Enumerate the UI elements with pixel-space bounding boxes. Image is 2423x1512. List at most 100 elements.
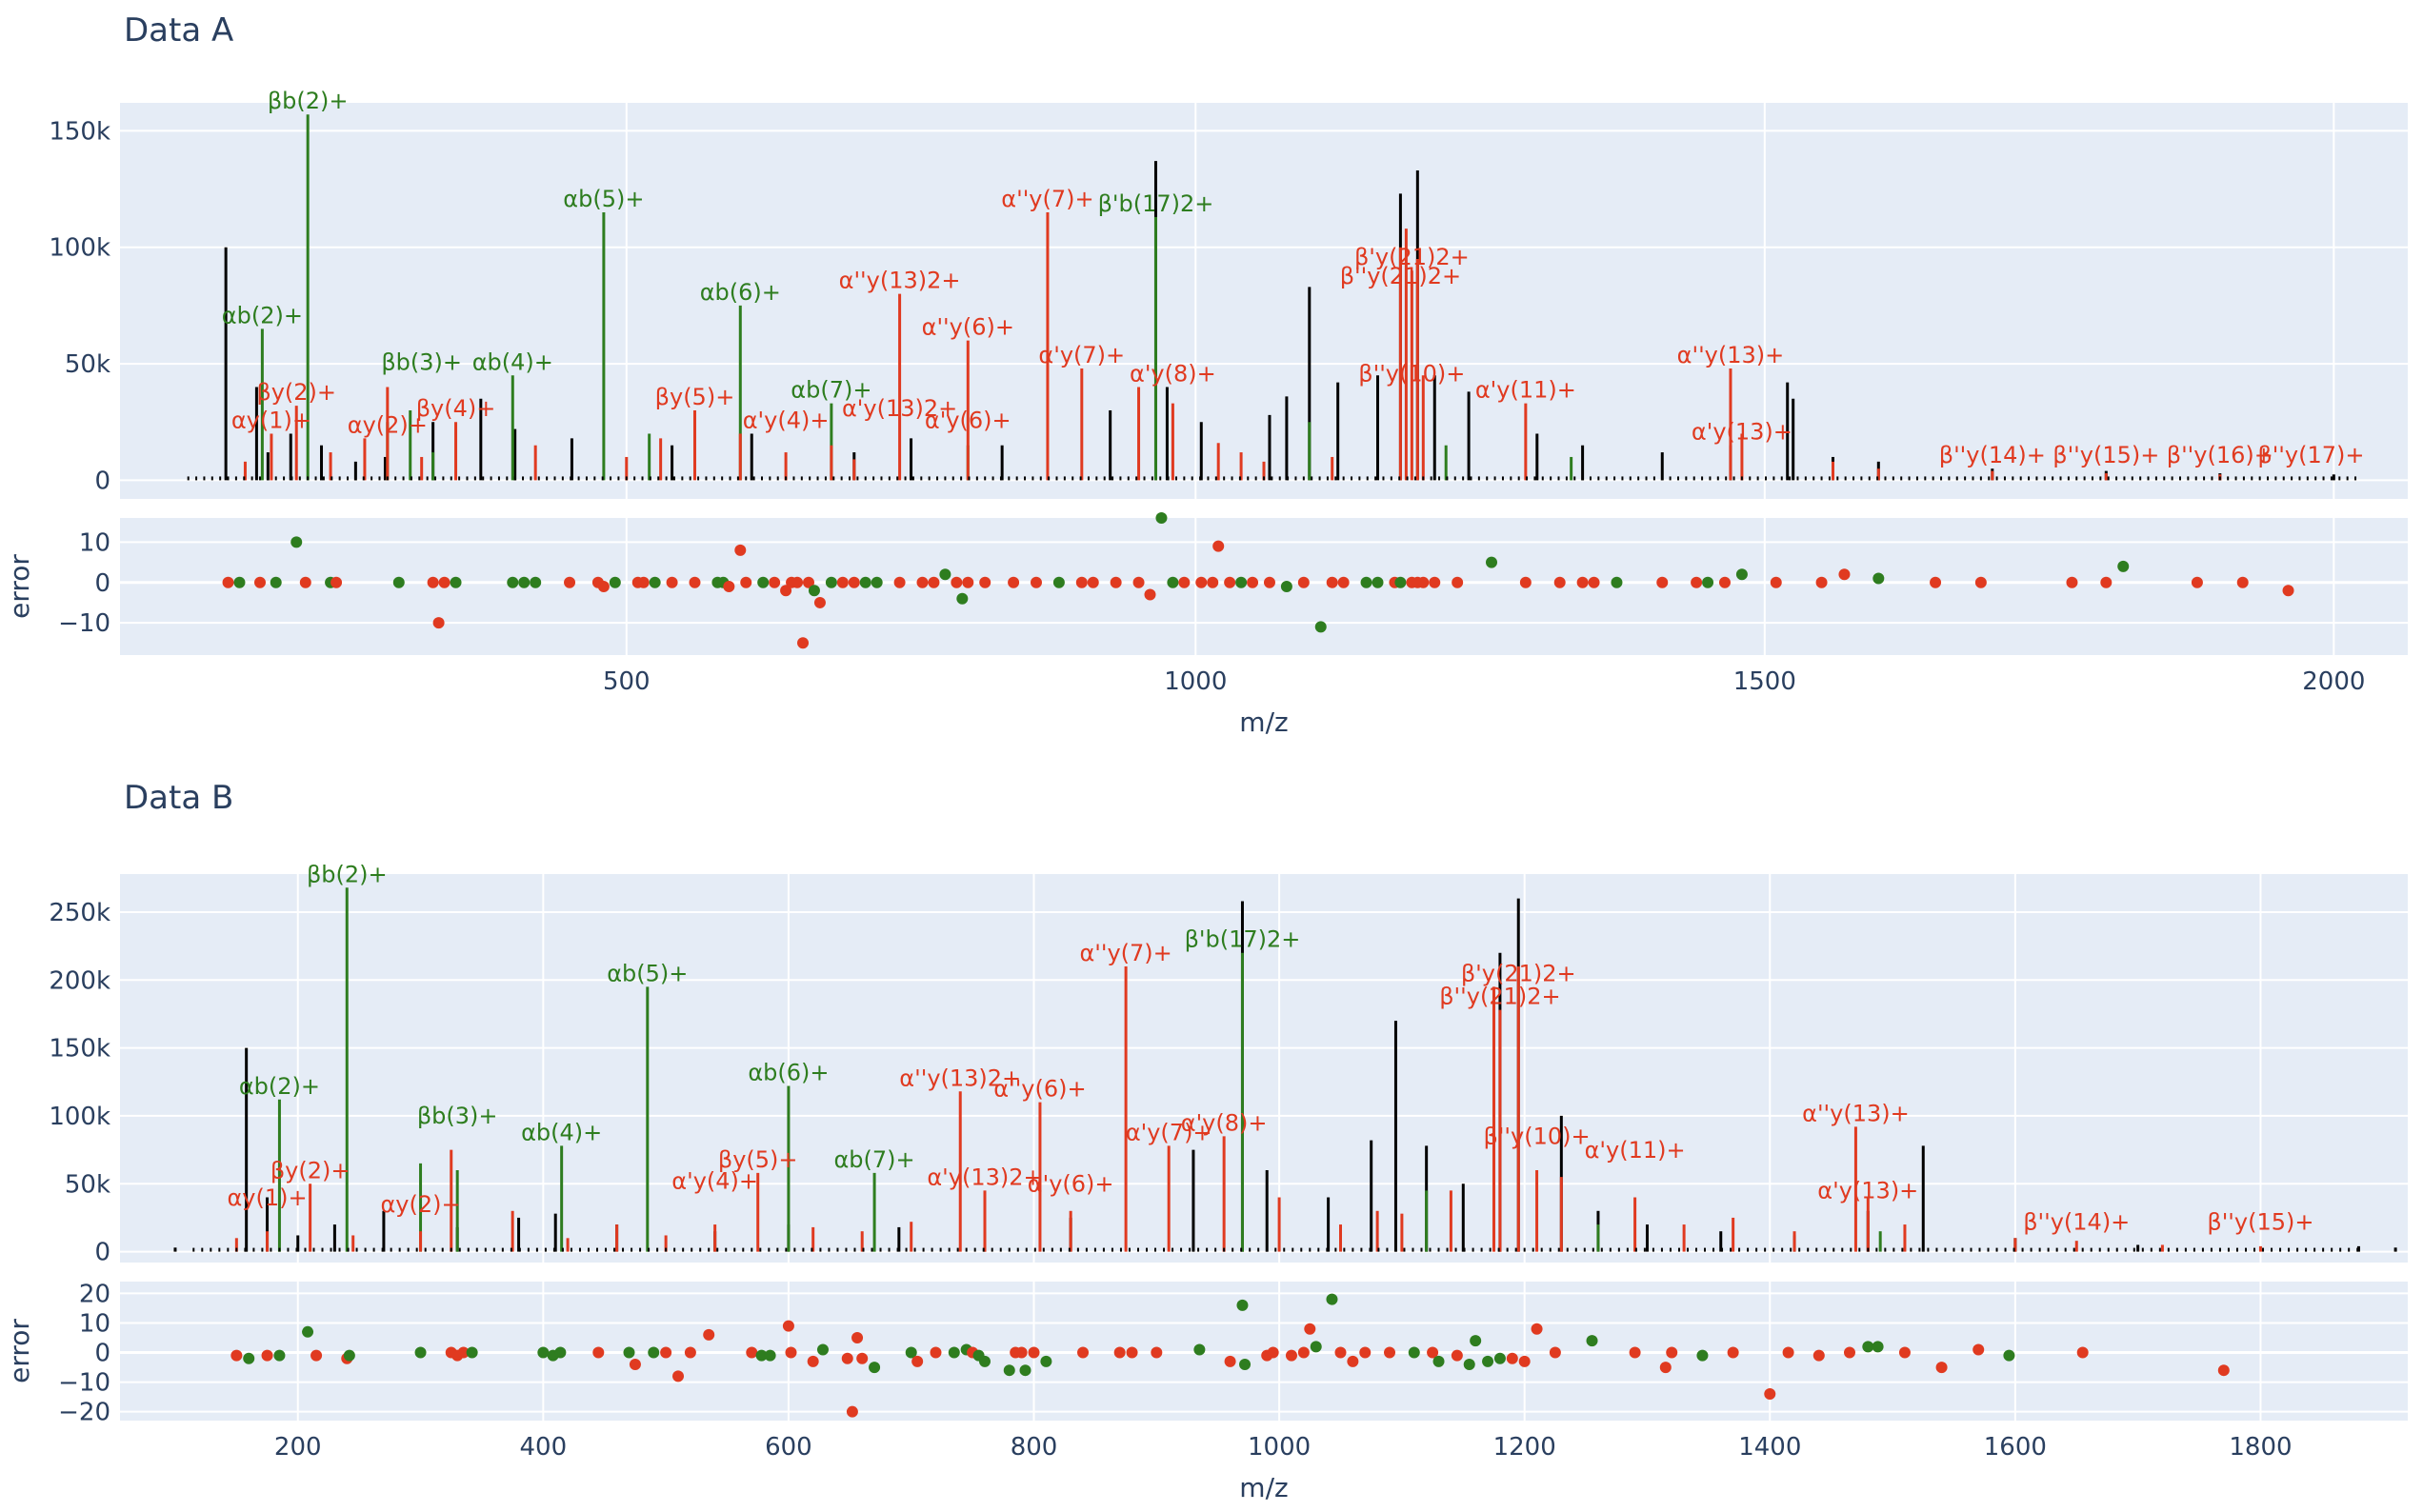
fragment-annotation: β''y(15)+ [2207,1208,2313,1235]
y-tick-label: 150k [49,1035,110,1064]
error-point [518,576,531,588]
y-tick-label: 100k [49,1103,110,1131]
error-point [1452,576,1464,588]
error-point [1815,576,1828,588]
error-point [1531,1323,1543,1335]
fragment-annotation: βb(2)+ [268,88,349,114]
error-point [1493,1352,1506,1364]
error-point [734,544,747,556]
error-point [846,1405,858,1418]
error-point [948,1346,960,1359]
x-tick-label: 1400 [1738,1433,1801,1462]
error-point [764,1349,776,1362]
error-point [537,1346,550,1359]
error-point [1144,588,1156,601]
error-point [290,536,303,548]
error-point [672,1370,685,1383]
x-tick-label: 1200 [1493,1433,1556,1462]
error-point [1008,576,1020,588]
fragment-annotation: β'y(21)2+ [1354,244,1470,270]
error-point [1110,576,1122,588]
error-point [928,576,940,588]
error-point [330,576,343,588]
error-point [978,1355,991,1367]
error-point [1862,1341,1874,1353]
error-point [1334,1346,1347,1359]
error-point [859,576,871,588]
fragment-annotation: αb(5)+ [607,960,688,986]
fragment-annotation: αb(6)+ [700,279,781,306]
error-point [757,576,770,588]
fragment-annotation: β''y(10)+ [1484,1124,1591,1150]
fragment-annotation: αy(2)+ [380,1191,460,1218]
error-point [530,576,542,588]
error-point [1326,576,1338,588]
error-point [791,576,804,588]
error-point [1702,576,1714,588]
fragment-annotation: α'y(13)2+ [842,395,957,422]
fragment-annotation: β'y(21)2+ [1461,960,1576,986]
error-point [1359,1346,1372,1359]
error-point [2100,576,2113,588]
error-point [450,576,462,588]
error-point [1782,1346,1794,1359]
y-tick-label: 200k [49,966,110,995]
error-point [1429,576,1441,588]
fragment-annotation: βy(4)+ [416,395,496,422]
fragment-annotation: α''y(13)2+ [839,268,961,294]
error-point [740,576,752,588]
fragment-annotation: β''y(21)2+ [1439,984,1560,1010]
error-tick-label: −20 [58,1399,110,1427]
error-point [1432,1355,1445,1367]
fragment-annotation: αb(6)+ [748,1060,829,1086]
fragment-annotation: α''y(13)+ [1802,1100,1910,1126]
error-point [1372,576,1384,588]
error-point [689,576,701,588]
fragment-annotation: α''y(13)2+ [899,1064,1021,1091]
error-point [466,1346,478,1359]
fragment-annotation: αb(5)+ [563,186,644,212]
error-point [1872,1341,1884,1353]
error-point [222,576,234,588]
error-point [869,1362,881,1374]
fragment-annotation: βy(5)+ [718,1146,798,1173]
error-point [1611,576,1623,588]
error-point [893,576,906,588]
error-point [1696,1349,1709,1362]
error-point [392,576,405,588]
fragment-annotation: β''y(21)2+ [1340,263,1461,289]
error-point [1518,1355,1531,1367]
error-point [979,576,991,588]
error-point [2191,576,2203,588]
error-tick-label: −10 [58,1369,110,1398]
error-point [637,576,650,588]
error-point [1337,576,1350,588]
error-point [1195,576,1208,588]
error-point [438,576,451,588]
error-point [807,1355,819,1367]
error-point [1310,1341,1322,1353]
error-point [1077,1346,1090,1359]
fragment-annotation: β''y(17)+ [2257,442,2364,468]
error-point [1207,576,1219,588]
fragment-annotation: α'y(13)+ [1692,419,1792,446]
error-point [233,576,246,588]
error-point [1178,576,1191,588]
error-point [1451,1349,1463,1362]
fragment-annotation: β''y(16)+ [2167,442,2273,468]
y-tick-label: 250k [49,899,110,927]
error-point [1030,576,1042,588]
error-point [666,576,678,588]
error-point [1666,1346,1678,1359]
error-point [1519,576,1532,588]
error-point [1224,576,1236,588]
error-point [1314,621,1327,633]
fragment-annotation: α'y(4)+ [743,407,830,433]
error-point [243,1352,255,1364]
y-tick-label: 50k [65,350,110,379]
error-point [797,637,810,649]
error-point [1236,1299,1249,1311]
fragment-annotation: α''y(13)+ [1677,342,1785,368]
error-point [1263,576,1275,588]
error-point [660,1346,672,1359]
